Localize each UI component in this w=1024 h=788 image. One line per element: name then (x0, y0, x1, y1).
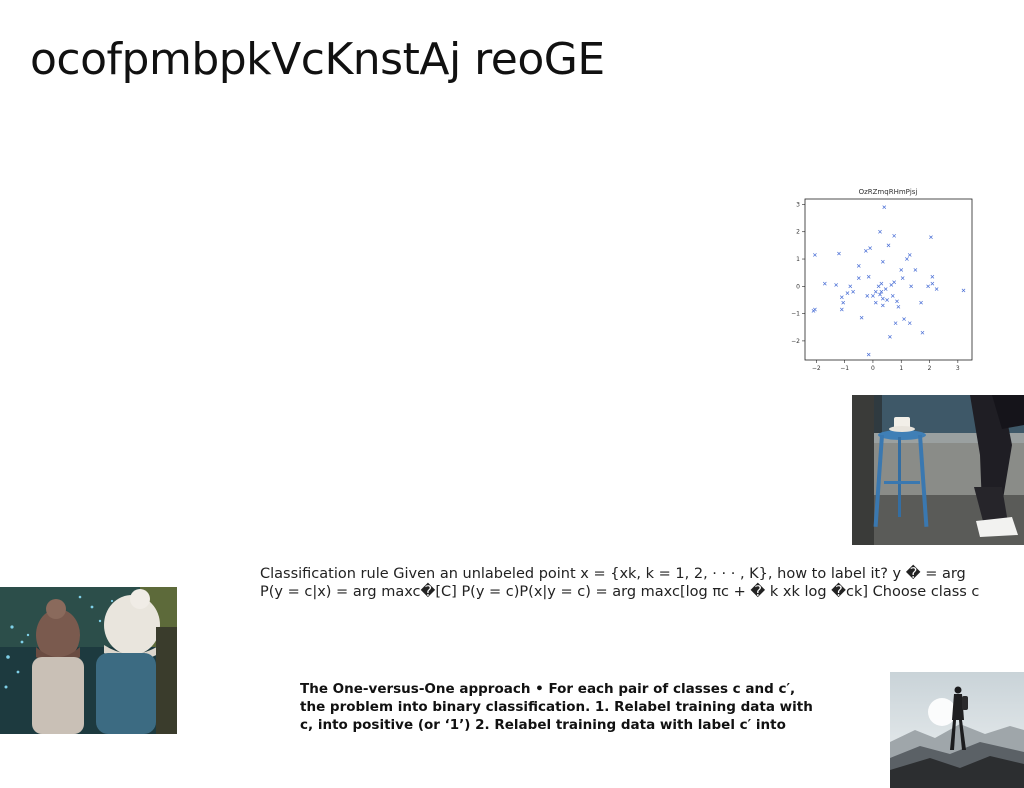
scatter-point (882, 205, 887, 210)
scatter-point (909, 284, 913, 289)
one-vs-one-line-3: c, into positive (or ‘1’) 2. Relabel tra… (300, 717, 786, 733)
scatter-point (919, 300, 923, 305)
scatter-point (868, 246, 872, 250)
hats-photo-image (0, 587, 177, 734)
scatter-point (883, 287, 888, 291)
scatter-point (880, 303, 885, 308)
scatter-point (929, 235, 933, 240)
classification-rule-line-2: P(y = c|x) = arg maxc�[C] P(y = c)P(x|y … (260, 584, 980, 600)
y-tick-label: 0 (796, 283, 800, 290)
scatter-point (885, 298, 889, 302)
scatter-point (896, 304, 901, 309)
scatter-point (934, 287, 939, 291)
scatter-point (913, 268, 918, 272)
scatter-point (873, 289, 878, 294)
y-tick-label: −2 (791, 338, 800, 345)
scatter-point (961, 288, 966, 293)
scatter-point (893, 321, 898, 326)
scatter-point (813, 253, 817, 257)
scatter-point (902, 317, 906, 321)
scatter-point (837, 251, 841, 256)
scatter-point (839, 295, 844, 300)
scatter-point (900, 276, 905, 280)
cafe-photo (852, 395, 1024, 545)
scatter-chart: OzRZmqRHmPjsj −2 −1 0 1 2 3 −2 −1 0 1 2 3 (783, 183, 975, 373)
scatter-point (890, 294, 895, 298)
x-tick-label: −2 (812, 365, 821, 372)
scatter-point (845, 291, 850, 295)
scatter-point (895, 299, 899, 304)
chart-plot-frame (804, 198, 973, 361)
scatter-point (856, 276, 861, 280)
scatter-point (859, 315, 864, 320)
scatter-point (864, 249, 868, 253)
scatter-point (889, 283, 894, 287)
scatter-point (873, 300, 878, 305)
y-tick-label: −1 (791, 311, 800, 318)
scatter-point (907, 253, 912, 257)
scatter-point (866, 274, 871, 279)
x-tick-label: −1 (840, 365, 849, 372)
scatter-point (880, 296, 885, 301)
chart-points (811, 205, 966, 357)
scatter-point (848, 284, 853, 289)
scatter-point (834, 283, 838, 287)
scatter-point (876, 284, 881, 289)
mountain-photo (890, 672, 1024, 788)
scatter-point (879, 281, 884, 286)
scatter-point (878, 229, 882, 234)
chart-title: OzRZmqRHmPjsj (859, 188, 918, 196)
scatter-point (856, 264, 861, 268)
scatter-point (888, 334, 892, 339)
y-tick-label: 3 (796, 201, 800, 208)
scatter-point (880, 259, 885, 264)
x-tick-label: 3 (956, 365, 960, 372)
scatter-point (892, 280, 897, 285)
scatter-point (871, 294, 875, 298)
scatter-point (813, 307, 817, 312)
scatter-point (905, 257, 909, 261)
page-title: ocofpmbpkVcKnstAj reoGE (30, 34, 605, 85)
scatter-point (899, 268, 904, 272)
classification-rule-line-1: Classification rule Given an unlabeled p… (260, 566, 966, 582)
scatter-point (886, 243, 891, 248)
scatter-point (839, 307, 844, 312)
chart-ticks: −2 −1 0 1 2 3 −2 −1 0 1 2 3 (791, 201, 960, 372)
scatter-point (930, 281, 935, 286)
scatter-point (878, 292, 882, 297)
x-tick-label: 0 (871, 365, 875, 372)
cafe-photo-image (852, 395, 1024, 545)
scatter-point (879, 289, 884, 294)
scatter-point (851, 289, 855, 294)
scatter-point (926, 284, 930, 289)
one-vs-one-line-1: The One-versus-One approach • For each p… (300, 681, 796, 697)
y-tick-label: 1 (796, 256, 800, 263)
scatter-point (865, 294, 870, 298)
scatter-point (866, 352, 871, 357)
hats-photo (0, 587, 177, 734)
one-vs-one-text: The One-versus-One approach • For each p… (300, 680, 870, 734)
chart-canvas: OzRZmqRHmPjsj −2 −1 0 1 2 3 −2 −1 0 1 2 3 (791, 188, 973, 372)
scatter-point (841, 300, 846, 305)
scatter-point (930, 274, 935, 279)
scatter-point (892, 233, 897, 238)
one-vs-one-line-2: the problem into binary classification. … (300, 699, 813, 715)
x-tick-label: 2 (928, 365, 932, 372)
scatter-point (822, 281, 827, 286)
x-tick-label: 1 (899, 365, 903, 372)
classification-rule-text: Classification rule Given an unlabeled p… (260, 565, 980, 601)
scatter-point (907, 321, 912, 326)
mountain-photo-image (890, 672, 1024, 788)
y-tick-label: 2 (796, 229, 800, 236)
scatter-point (920, 330, 925, 335)
